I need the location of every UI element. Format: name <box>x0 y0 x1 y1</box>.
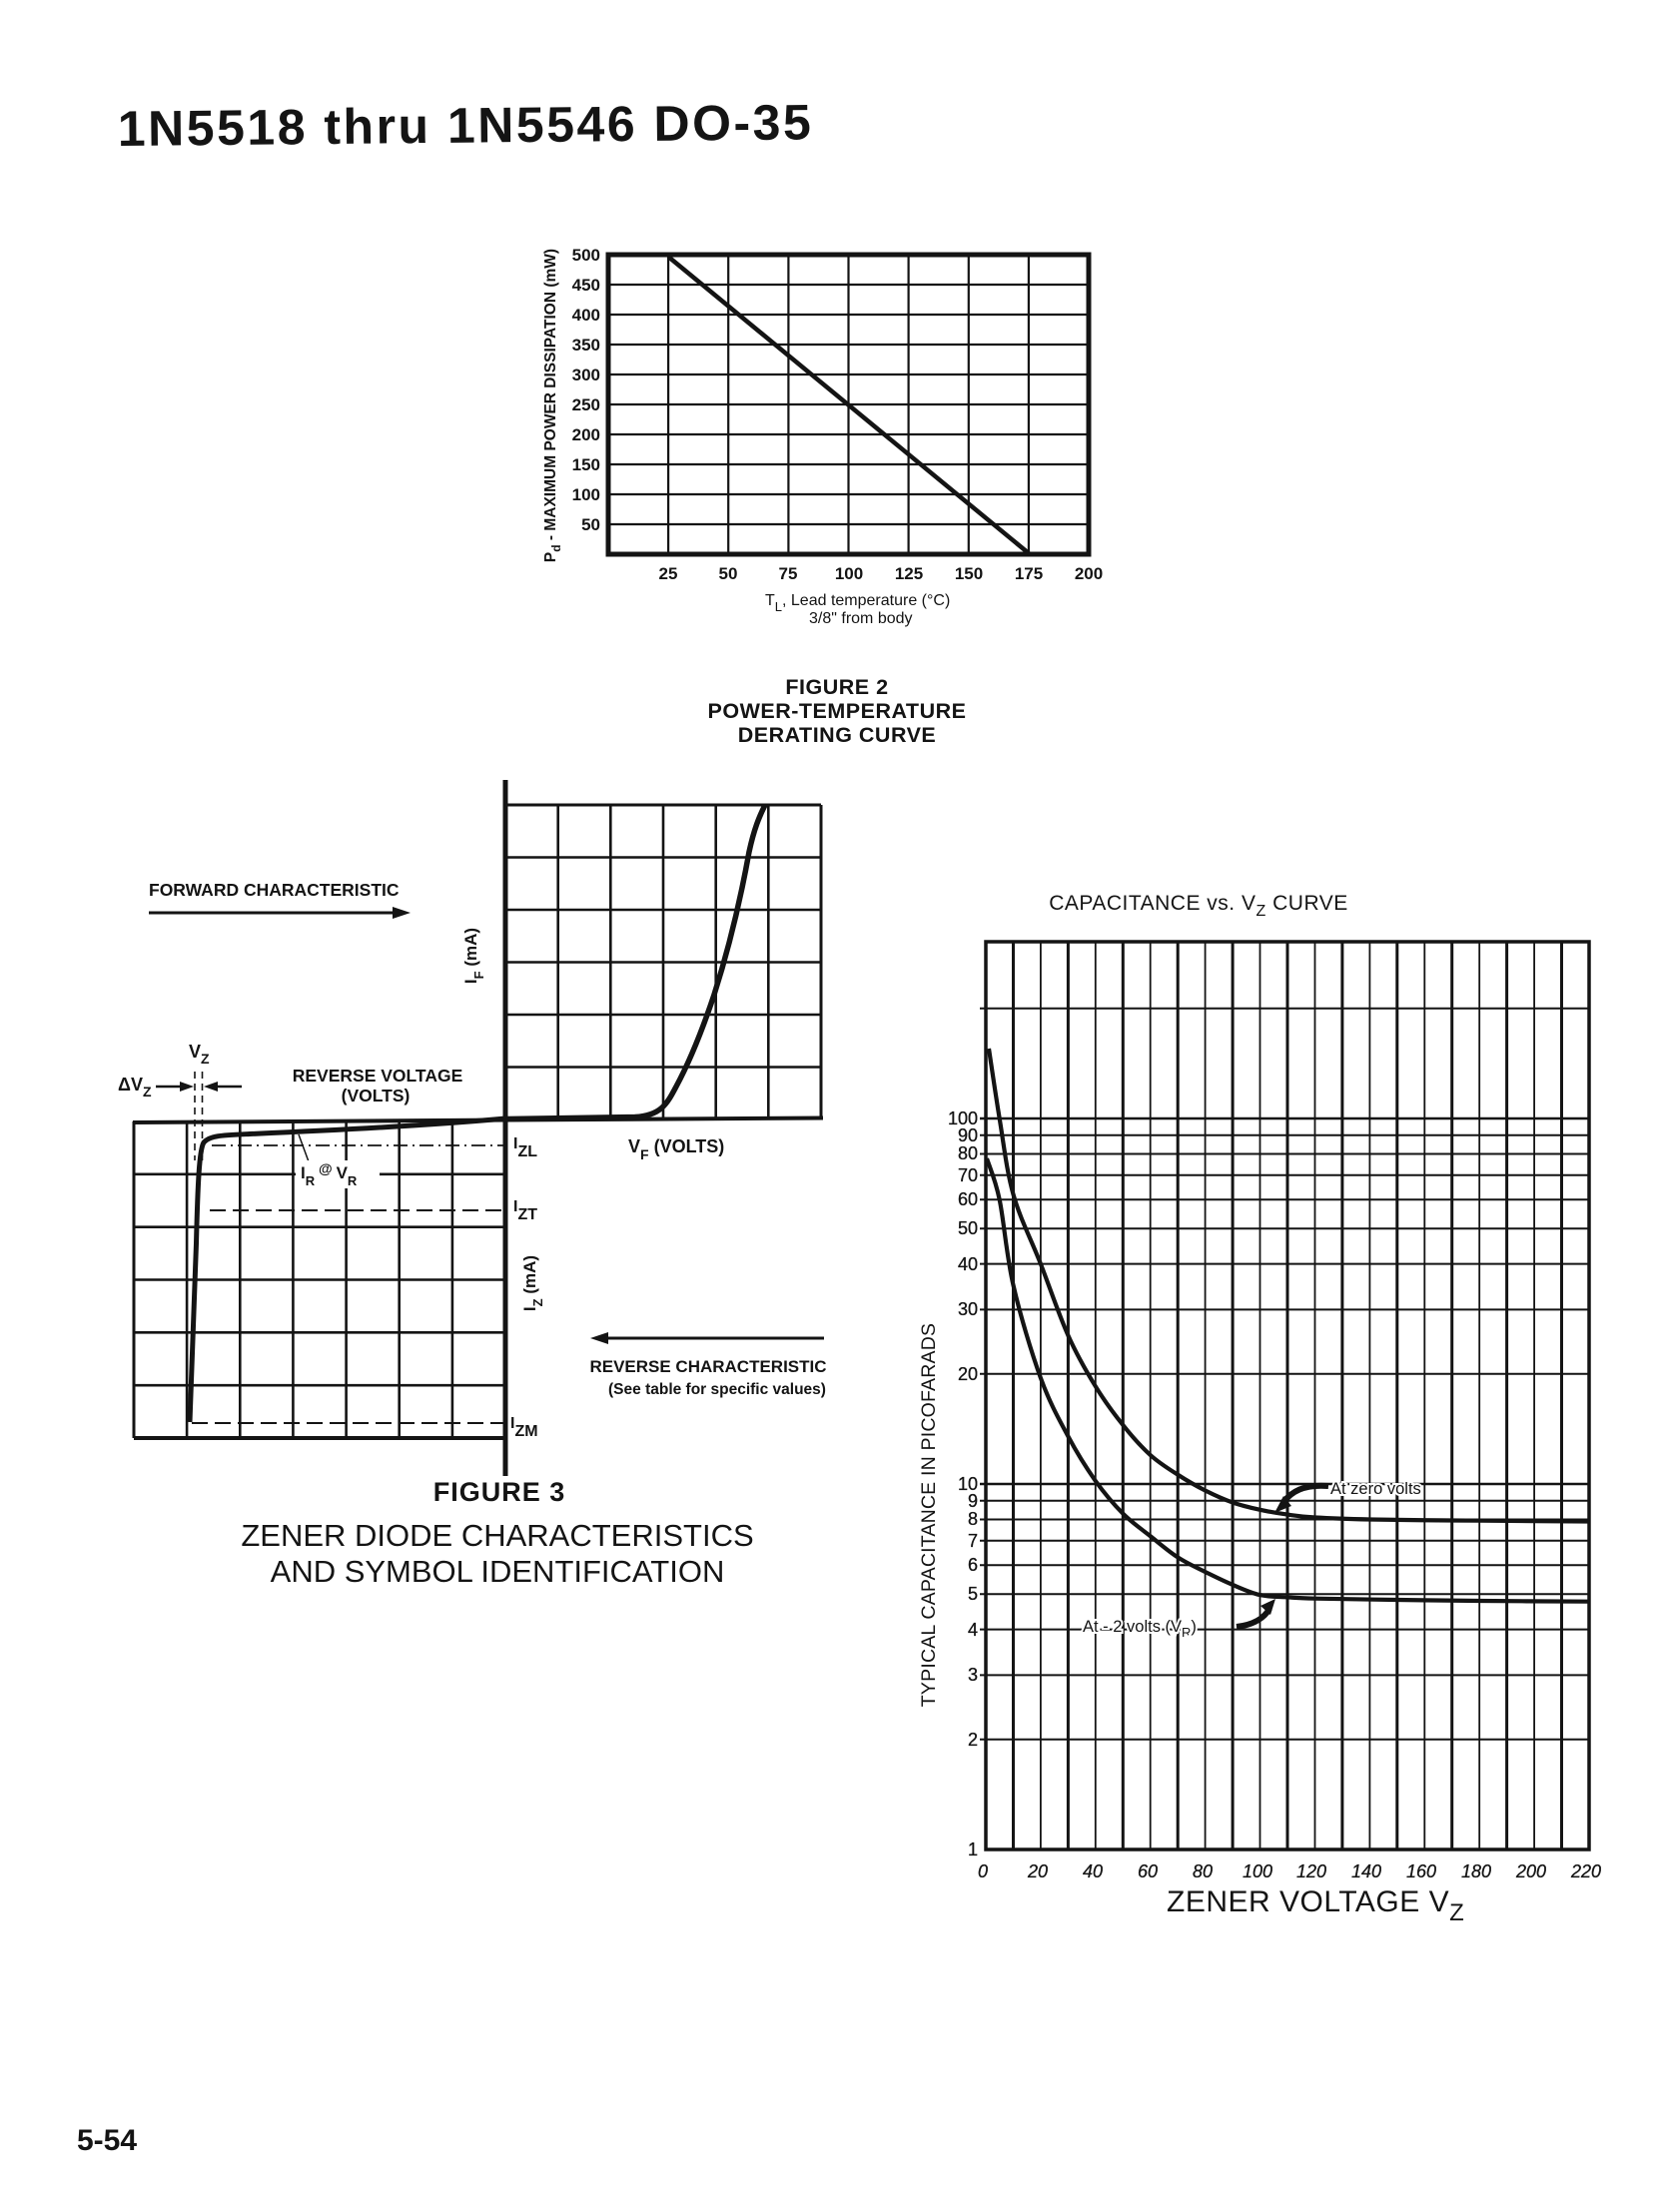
svg-text:(See table for specific values: (See table for specific values) <box>608 1381 826 1398</box>
svg-text:At zero volts: At zero volts <box>1330 1480 1421 1498</box>
svg-text:5: 5 <box>968 1584 978 1604</box>
svg-text:400: 400 <box>572 306 600 325</box>
svg-text:REVERSE CHARACTERISTIC: REVERSE CHARACTERISTIC <box>589 1357 826 1376</box>
svg-text:90: 90 <box>958 1125 978 1145</box>
svg-text:25: 25 <box>659 564 678 583</box>
svg-text:150: 150 <box>955 564 983 583</box>
svg-text:30: 30 <box>958 1299 978 1319</box>
svg-text:AND SYMBOL IDENTIFICATION: AND SYMBOL IDENTIFICATION <box>271 1554 725 1589</box>
svg-text:160: 160 <box>1406 1861 1436 1881</box>
svg-text:100: 100 <box>835 564 863 583</box>
svg-text:125: 125 <box>895 564 923 583</box>
svg-text:200: 200 <box>572 425 600 444</box>
svg-text:0: 0 <box>978 1861 988 1881</box>
svg-text:1: 1 <box>968 1840 978 1859</box>
svg-text:80: 80 <box>958 1143 978 1163</box>
svg-text:500: 500 <box>572 246 600 265</box>
svg-text:FIGURE 3: FIGURE 3 <box>433 1477 566 1507</box>
svg-text:1N5518 thru 1N5546 DO-35: 1N5518 thru 1N5546 DO-35 <box>118 94 814 157</box>
svg-text:5-54: 5-54 <box>77 2124 137 2157</box>
svg-text:DERATING CURVE: DERATING CURVE <box>738 723 937 747</box>
svg-text:60: 60 <box>1138 1861 1158 1881</box>
svg-text:80: 80 <box>1193 1861 1213 1881</box>
svg-text:40: 40 <box>1083 1861 1103 1881</box>
svg-text:40: 40 <box>958 1254 978 1274</box>
svg-text:100: 100 <box>1243 1861 1272 1881</box>
svg-text:175: 175 <box>1015 564 1043 583</box>
svg-text:FORWARD CHARACTERISTIC: FORWARD CHARACTERISTIC <box>149 880 400 900</box>
svg-text:20: 20 <box>958 1364 978 1384</box>
svg-text:2: 2 <box>968 1730 978 1750</box>
svg-text:TL, Lead temperature (°C): TL, Lead temperature (°C) <box>765 592 950 614</box>
svg-text:REVERSE VOLTAGE: REVERSE VOLTAGE <box>293 1066 463 1086</box>
svg-text:TYPICAL CAPACITANCE IN PICOFAR: TYPICAL CAPACITANCE IN PICOFARADS <box>918 1323 940 1707</box>
svg-text:ZENER DIODE CHARACTERISTICS: ZENER DIODE CHARACTERISTICS <box>241 1518 753 1553</box>
svg-text:300: 300 <box>572 366 600 384</box>
svg-text:(VOLTS): (VOLTS) <box>342 1086 411 1106</box>
svg-text:120: 120 <box>1296 1861 1326 1881</box>
svg-text:350: 350 <box>572 336 600 355</box>
svg-text:220: 220 <box>1570 1861 1601 1881</box>
svg-text:3/8" from body: 3/8" from body <box>809 610 913 627</box>
svg-text:100: 100 <box>948 1108 978 1128</box>
svg-text:200: 200 <box>1515 1861 1546 1881</box>
svg-text:POWER-TEMPERATURE: POWER-TEMPERATURE <box>708 699 967 723</box>
svg-text:50: 50 <box>581 515 600 534</box>
svg-text:100: 100 <box>572 485 600 504</box>
svg-text:450: 450 <box>572 276 600 295</box>
svg-text:3: 3 <box>968 1665 978 1685</box>
svg-text:150: 150 <box>572 455 600 474</box>
svg-text:50: 50 <box>958 1218 978 1238</box>
svg-text:20: 20 <box>1027 1861 1048 1881</box>
svg-text:10: 10 <box>958 1474 978 1494</box>
svg-text:250: 250 <box>572 395 600 414</box>
svg-text:7: 7 <box>968 1531 978 1551</box>
svg-text:6: 6 <box>968 1555 978 1575</box>
svg-text:200: 200 <box>1075 564 1103 583</box>
svg-text:FIGURE 2: FIGURE 2 <box>785 675 888 699</box>
svg-text:70: 70 <box>958 1165 978 1185</box>
svg-text:8: 8 <box>968 1509 978 1529</box>
svg-text:9: 9 <box>968 1491 978 1511</box>
svg-text:140: 140 <box>1351 1861 1381 1881</box>
svg-text:75: 75 <box>779 564 798 583</box>
svg-text:Pd - MAXIMUM POWER DISSIPATION: Pd - MAXIMUM POWER DISSIPATION (mW) <box>542 249 563 562</box>
svg-text:180: 180 <box>1461 1861 1491 1881</box>
svg-text:50: 50 <box>719 564 738 583</box>
svg-text:60: 60 <box>958 1189 978 1209</box>
svg-text:4: 4 <box>968 1620 978 1640</box>
